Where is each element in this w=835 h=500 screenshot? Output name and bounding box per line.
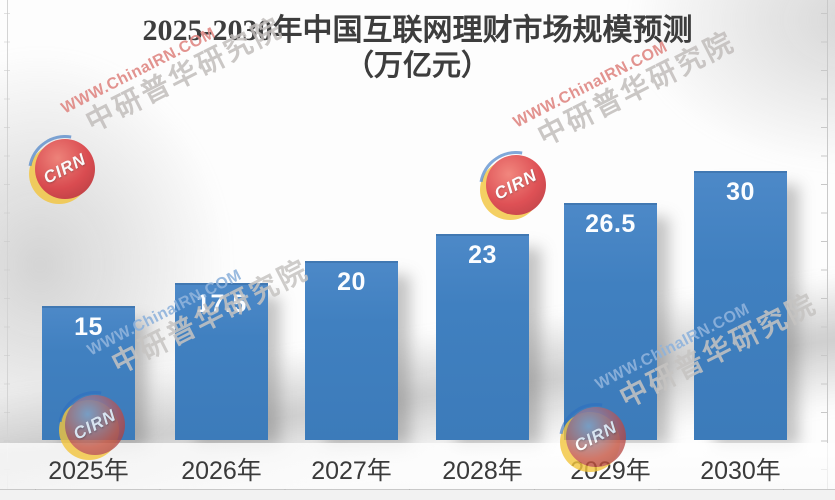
cirn-watermark-logo: CIRN <box>464 136 568 240</box>
cirn-watermark-logo: CIRN <box>544 388 648 492</box>
cirn-watermark-logo: CIRN <box>13 120 117 224</box>
bar-value-label: 26.5 <box>585 210 636 238</box>
bar-value-label: 20 <box>337 268 366 296</box>
bar-value-label: 23 <box>468 241 497 269</box>
x-axis-label: 2027年 <box>311 457 392 485</box>
x-axis-label: 2028年 <box>442 457 523 485</box>
cirn-logo-text: CIRN <box>491 165 541 204</box>
cirn-logo-text: CIRN <box>70 405 120 444</box>
chart-title: 2025-2030年中国互联网理财市场规模预测 （万亿元） <box>0 14 835 83</box>
logo-ball <box>486 155 546 215</box>
footer-strip <box>0 490 835 500</box>
bar-value-label: 30 <box>726 178 755 206</box>
chart-title-line1: 2025-2030年中国互联网理财市场规模预测 <box>142 14 693 47</box>
cirn-watermark-logo: CIRN <box>43 376 147 480</box>
x-axis-label: 2030年 <box>700 457 781 485</box>
y-axis-right-line <box>827 0 828 489</box>
cirn-logo-text: CIRN <box>40 149 90 188</box>
bar-2027: 20 <box>305 261 398 440</box>
bar-2030: 30 <box>694 171 787 440</box>
bar-2029: 26.5 <box>564 203 657 440</box>
x-axis-label: 2026年 <box>181 457 262 485</box>
bar-2028: 23 <box>436 234 529 440</box>
chart-title-line2: （万亿元） <box>344 49 490 82</box>
logo-ball <box>566 407 626 467</box>
